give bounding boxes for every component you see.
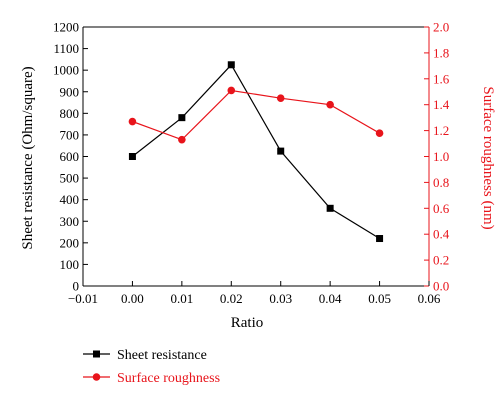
left-y-tick-label: 400: [60, 192, 80, 207]
left-y-axis: 0 100 200 300 400 500 600 700 800 900 1000 1100 1200: [53, 20, 88, 294]
right-y-tick-label: 1.0: [433, 149, 449, 164]
left-y-tick-label: 100: [60, 257, 80, 272]
data-point-surface-roughness: [178, 135, 186, 144]
left-y-tick-label: 600: [60, 149, 80, 164]
series-surface-roughness: [128, 86, 384, 144]
x-tick-label: 0.00: [121, 291, 144, 306]
series-line-sheet-resistance: [132, 63, 380, 240]
left-y-tick-label: 300: [60, 214, 80, 229]
right-y-tick-label: 0.2: [433, 253, 449, 268]
right-y-tick-label: 0.4: [433, 227, 450, 242]
left-y-axis-title: Sheet resistance (Ohm/square): [20, 66, 36, 249]
series-layer: [128, 61, 384, 243]
left-y-tick-label: 0: [73, 279, 80, 294]
x-tick-label: 0.04: [319, 291, 342, 306]
left-y-tick-label: 700: [60, 127, 80, 142]
data-point-surface-roughness: [276, 94, 285, 103]
right-y-tick-label: 2.0: [433, 20, 449, 35]
right-y-axis: 0.0 0.2 0.4 0.6 0.8 1.0 1.2 1.4 1.6 1.8 2.0: [424, 20, 450, 294]
data-point-sheet-resistance: [326, 204, 334, 212]
right-y-tick-label: 0.8: [433, 175, 449, 190]
left-y-tick-label: 1100: [53, 41, 79, 56]
legend-marker-square: [93, 350, 100, 358]
left-y-tick-label: 200: [60, 235, 80, 250]
x-tick-label: 0.05: [368, 291, 391, 306]
x-tick-label: 0.03: [269, 291, 292, 306]
x-tick-label: 0.06: [418, 291, 441, 306]
data-point-surface-roughness: [128, 117, 137, 126]
data-point-sheet-resistance: [227, 61, 235, 69]
legend-item-surface-roughness: Surface roughness: [83, 371, 220, 386]
right-y-tick-label: 1.2: [433, 123, 449, 138]
data-point-sheet-resistance: [178, 114, 186, 122]
right-y-axis-title: Surface roughness (nm): [480, 86, 496, 229]
data-point-sheet-resistance: [376, 235, 384, 243]
left-y-tick-label: 1000: [53, 63, 79, 78]
x-tick-label: 0.01: [170, 291, 193, 306]
right-y-tick-label: 0.0: [433, 279, 449, 294]
legend-marker-circle: [92, 373, 101, 381]
data-point-surface-roughness: [375, 129, 384, 137]
x-tick-label: −0.01: [68, 291, 98, 306]
legend-item-sheet-resistance: Sheet resistance: [83, 348, 207, 363]
right-y-tick-label: 1.8: [433, 45, 449, 60]
data-point-sheet-resistance: [277, 147, 285, 155]
left-y-tick-label: 800: [60, 106, 80, 121]
right-y-tick-label: 1.6: [433, 71, 450, 86]
x-axis: −0.01 0.00 0.01 0.02 0.03 0.04 0.05 0.06: [68, 281, 441, 306]
x-tick-label: 0.02: [220, 291, 243, 306]
left-y-tick-label: 500: [60, 171, 80, 186]
series-sheet-resistance: [128, 61, 384, 243]
left-y-tick-label: 900: [60, 84, 80, 99]
right-y-tick-label: 1.4: [433, 97, 450, 112]
legend: Sheet resistance Surface roughness: [83, 348, 220, 386]
right-y-tick-label: 0.6: [433, 201, 450, 216]
data-point-sheet-resistance: [128, 153, 136, 160]
left-y-tick-label: 1200: [53, 20, 79, 35]
legend-label-surface-roughness: Surface roughness: [117, 371, 220, 386]
data-point-surface-roughness: [326, 100, 334, 109]
x-axis-title: Ratio: [231, 315, 264, 331]
legend-label-sheet-resistance: Sheet resistance: [117, 348, 207, 363]
series-line-surface-roughness: [132, 89, 380, 141]
data-point-surface-roughness: [227, 86, 236, 95]
